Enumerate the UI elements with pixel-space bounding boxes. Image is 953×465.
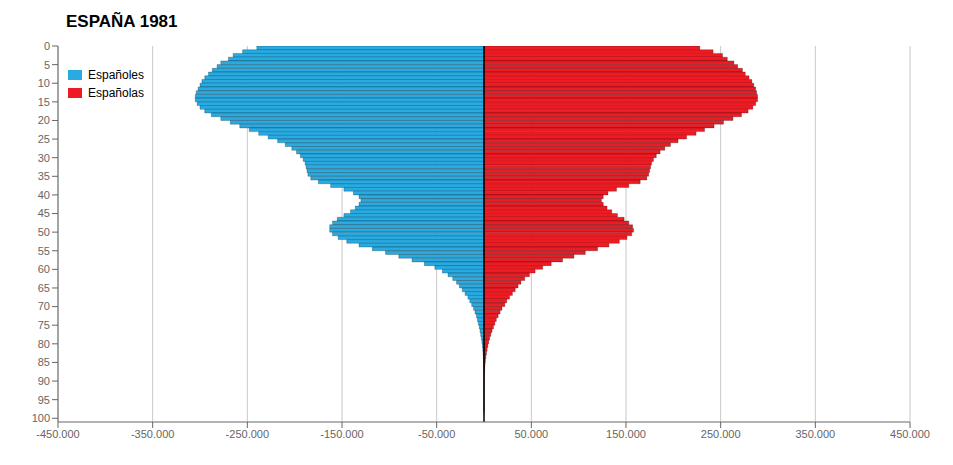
- svg-text:15: 15: [38, 96, 50, 108]
- svg-text:5: 5: [44, 59, 50, 71]
- svg-text:50.000: 50.000: [515, 428, 549, 440]
- svg-text:-150.000: -150.000: [320, 428, 363, 440]
- html-text:Españolas: Españolas: [88, 86, 144, 100]
- svg-text:350.000: 350.000: [795, 428, 835, 440]
- svg-text:250.000: 250.000: [701, 428, 741, 440]
- svg-text:70: 70: [38, 300, 50, 312]
- html-text:ESPAÑA 1981: ESPAÑA 1981: [66, 12, 178, 31]
- svg-text:85: 85: [38, 356, 50, 368]
- svg-text:450.000: 450.000: [890, 428, 930, 440]
- svg-text:20: 20: [38, 114, 50, 126]
- svg-text:60: 60: [38, 263, 50, 275]
- svg-text:90: 90: [38, 375, 50, 387]
- svg-text:-450.000: -450.000: [36, 428, 79, 440]
- svg-text:100: 100: [32, 412, 50, 424]
- html-text:Españoles: Españoles: [88, 68, 144, 82]
- svg-text:80: 80: [38, 338, 50, 350]
- svg-text:10: 10: [38, 77, 50, 89]
- svg-text:95: 95: [38, 394, 50, 406]
- svg-text:35: 35: [38, 170, 50, 182]
- svg-text:-250.000: -250.000: [226, 428, 269, 440]
- svg-text:-50.000: -50.000: [418, 428, 455, 440]
- svg-text:45: 45: [38, 207, 50, 219]
- svg-text:150.000: 150.000: [606, 428, 646, 440]
- svg-text:40: 40: [38, 189, 50, 201]
- svg-text:30: 30: [38, 152, 50, 164]
- svg-text:-350.000: -350.000: [131, 428, 174, 440]
- svg-text:65: 65: [38, 282, 50, 294]
- svg-text:25: 25: [38, 133, 50, 145]
- svg-text:0: 0: [44, 40, 50, 52]
- svg-text:75: 75: [38, 319, 50, 331]
- svg-text:55: 55: [38, 245, 50, 257]
- svg-text:50: 50: [38, 226, 50, 238]
